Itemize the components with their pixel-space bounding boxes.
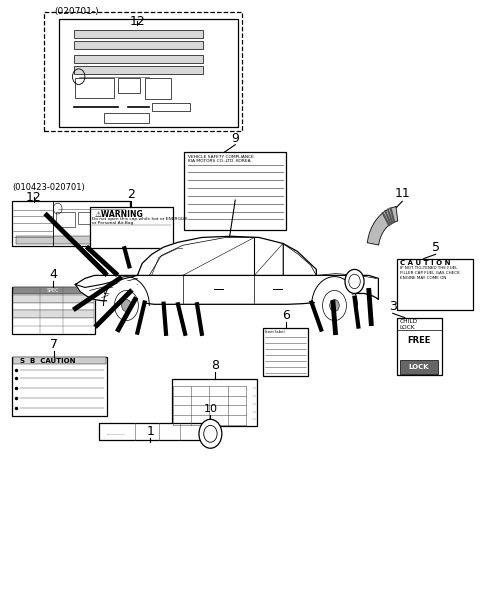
Circle shape	[315, 281, 354, 330]
Text: 4: 4	[49, 269, 57, 281]
Text: CHILD: CHILD	[400, 319, 418, 324]
Text: 3: 3	[389, 300, 396, 313]
Bar	[90, 208, 173, 248]
Circle shape	[121, 299, 131, 312]
Bar	[59, 19, 238, 126]
Text: 6: 6	[282, 309, 290, 322]
Bar	[16, 237, 123, 244]
Text: 1: 1	[146, 425, 154, 438]
Bar	[13, 310, 94, 318]
Bar	[397, 258, 473, 310]
Polygon shape	[137, 237, 316, 275]
Bar	[396, 318, 442, 374]
Text: FREE: FREE	[407, 336, 431, 345]
Text: 11: 11	[395, 187, 410, 200]
Bar	[13, 302, 94, 310]
Circle shape	[345, 269, 364, 293]
Text: 7: 7	[50, 338, 58, 351]
Text: LOCK: LOCK	[408, 364, 429, 370]
Bar	[74, 41, 203, 49]
Text: SPEC: SPEC	[47, 288, 59, 293]
Text: (010423-020701): (010423-020701)	[12, 183, 84, 192]
Bar	[13, 357, 107, 364]
Text: LOCK: LOCK	[400, 325, 416, 330]
Text: ⚠WARNING: ⚠WARNING	[95, 211, 143, 220]
Bar	[104, 113, 149, 123]
Text: 5: 5	[432, 241, 440, 254]
Circle shape	[108, 281, 145, 330]
Text: 9: 9	[231, 132, 239, 145]
Text: ___________: ___________	[106, 432, 126, 436]
Bar	[13, 287, 94, 294]
Bar	[184, 152, 286, 231]
Text: Item label: Item label	[265, 330, 285, 333]
Circle shape	[330, 299, 339, 312]
Bar	[78, 212, 91, 224]
Text: 10: 10	[204, 404, 217, 414]
Bar	[118, 78, 140, 93]
Text: 12: 12	[26, 191, 42, 204]
Text: or Personal Air-Bag.: or Personal Air-Bag.	[92, 221, 135, 225]
Text: IF NOT TIG-TENED THE FUEL: IF NOT TIG-TENED THE FUEL	[400, 266, 458, 270]
Bar	[263, 328, 308, 376]
Bar	[12, 357, 108, 416]
Bar	[74, 30, 203, 38]
Bar	[13, 295, 94, 302]
Text: Do not open this cap while hot or ENERGIZE: Do not open this cap while hot or ENERGI…	[92, 217, 188, 221]
Text: 12: 12	[130, 15, 145, 28]
Circle shape	[199, 419, 222, 448]
Bar	[99, 423, 202, 440]
Text: 2: 2	[127, 188, 135, 201]
Bar	[152, 103, 190, 111]
Bar	[12, 201, 130, 246]
Text: (020701-): (020701-)	[54, 7, 98, 16]
Bar	[56, 212, 75, 227]
Text: ENGINE MAY COME ON: ENGINE MAY COME ON	[400, 276, 447, 280]
Bar	[400, 361, 438, 373]
Bar	[13, 318, 94, 326]
Text: VEHICLE SAFETY COMPLIANCE: VEHICLE SAFETY COMPLIANCE	[188, 155, 253, 159]
Bar	[94, 212, 110, 229]
Polygon shape	[75, 275, 378, 304]
Bar	[172, 379, 257, 426]
Bar	[74, 66, 203, 74]
Text: KIA MOTORS CO.,LTD. KOREA: KIA MOTORS CO.,LTD. KOREA	[188, 159, 250, 163]
Bar	[75, 78, 114, 98]
Bar	[12, 287, 96, 334]
Bar	[144, 78, 171, 99]
Bar	[44, 11, 242, 131]
Text: C A U T I O N: C A U T I O N	[400, 260, 451, 266]
Text: S  B  CAUTION: S B CAUTION	[21, 358, 76, 364]
Text: FILLER CAP FUEL GAS CHECK: FILLER CAP FUEL GAS CHECK	[400, 271, 460, 275]
Bar	[74, 55, 203, 63]
Text: 8: 8	[211, 359, 219, 372]
Polygon shape	[367, 207, 398, 245]
